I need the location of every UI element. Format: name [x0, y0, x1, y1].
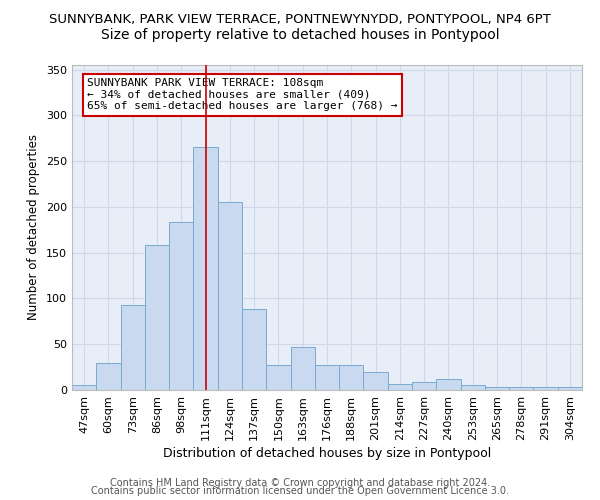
- X-axis label: Distribution of detached houses by size in Pontypool: Distribution of detached houses by size …: [163, 447, 491, 460]
- Bar: [169, 222, 193, 390]
- Bar: [218, 202, 242, 390]
- Bar: [242, 310, 266, 390]
- Bar: [412, 382, 436, 390]
- Text: Size of property relative to detached houses in Pontypool: Size of property relative to detached ho…: [101, 28, 499, 42]
- Y-axis label: Number of detached properties: Number of detached properties: [28, 134, 40, 320]
- Bar: [72, 386, 96, 390]
- Bar: [121, 305, 145, 390]
- Bar: [193, 148, 218, 390]
- Bar: [266, 366, 290, 390]
- Bar: [485, 388, 509, 390]
- Bar: [509, 388, 533, 390]
- Text: Contains public sector information licensed under the Open Government Licence 3.: Contains public sector information licen…: [91, 486, 509, 496]
- Bar: [290, 347, 315, 390]
- Bar: [339, 366, 364, 390]
- Bar: [436, 379, 461, 390]
- Bar: [145, 246, 169, 390]
- Bar: [461, 386, 485, 390]
- Bar: [533, 388, 558, 390]
- Bar: [364, 372, 388, 390]
- Text: Contains HM Land Registry data © Crown copyright and database right 2024.: Contains HM Land Registry data © Crown c…: [110, 478, 490, 488]
- Text: SUNNYBANK, PARK VIEW TERRACE, PONTNEWYNYDD, PONTYPOOL, NP4 6PT: SUNNYBANK, PARK VIEW TERRACE, PONTNEWYNY…: [49, 12, 551, 26]
- Bar: [558, 388, 582, 390]
- Bar: [388, 384, 412, 390]
- Text: SUNNYBANK PARK VIEW TERRACE: 108sqm
← 34% of detached houses are smaller (409)
6: SUNNYBANK PARK VIEW TERRACE: 108sqm ← 34…: [88, 78, 398, 111]
- Bar: [315, 366, 339, 390]
- Bar: [96, 362, 121, 390]
